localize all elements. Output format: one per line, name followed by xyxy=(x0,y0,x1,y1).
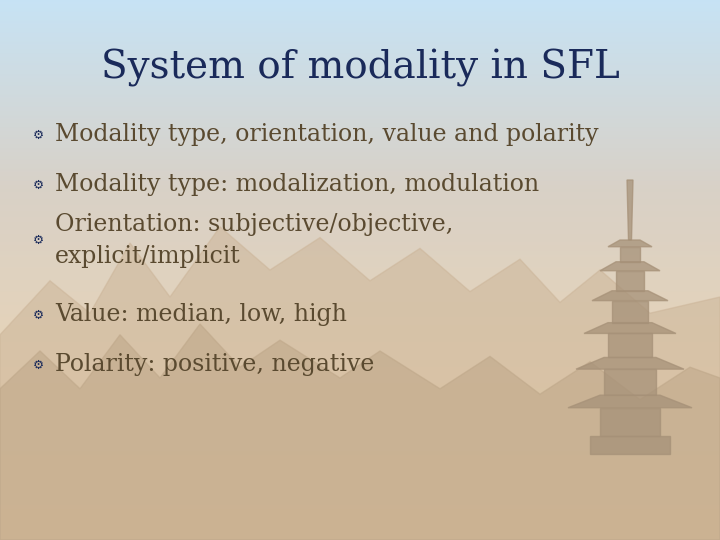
Text: Modality type: modalization, modulation: Modality type: modalization, modulation xyxy=(55,173,539,197)
Polygon shape xyxy=(608,333,652,357)
Text: Polarity: positive, negative: Polarity: positive, negative xyxy=(55,354,374,376)
Polygon shape xyxy=(627,180,633,240)
Polygon shape xyxy=(608,240,652,247)
Polygon shape xyxy=(620,247,640,262)
Polygon shape xyxy=(0,227,720,540)
Text: ⚙: ⚙ xyxy=(32,359,44,372)
Text: Modality type, orientation, value and polarity: Modality type, orientation, value and po… xyxy=(55,124,598,146)
Polygon shape xyxy=(600,408,660,436)
Text: System of modality in SFL: System of modality in SFL xyxy=(101,49,619,87)
Text: ⚙: ⚙ xyxy=(32,179,44,192)
Text: Orientation: subjective/objective,
explicit/implicit: Orientation: subjective/objective, expli… xyxy=(55,213,454,267)
Polygon shape xyxy=(590,436,670,454)
Polygon shape xyxy=(584,322,676,333)
Polygon shape xyxy=(576,357,684,369)
Text: ⚙: ⚙ xyxy=(32,233,44,246)
Polygon shape xyxy=(604,369,656,395)
Polygon shape xyxy=(568,395,692,408)
Polygon shape xyxy=(612,301,648,322)
Text: ⚙: ⚙ xyxy=(32,308,44,321)
Text: ⚙: ⚙ xyxy=(32,129,44,141)
Polygon shape xyxy=(600,262,660,271)
Polygon shape xyxy=(0,324,720,540)
Text: Value: median, low, high: Value: median, low, high xyxy=(55,303,347,327)
Polygon shape xyxy=(616,271,644,291)
Polygon shape xyxy=(592,291,668,301)
